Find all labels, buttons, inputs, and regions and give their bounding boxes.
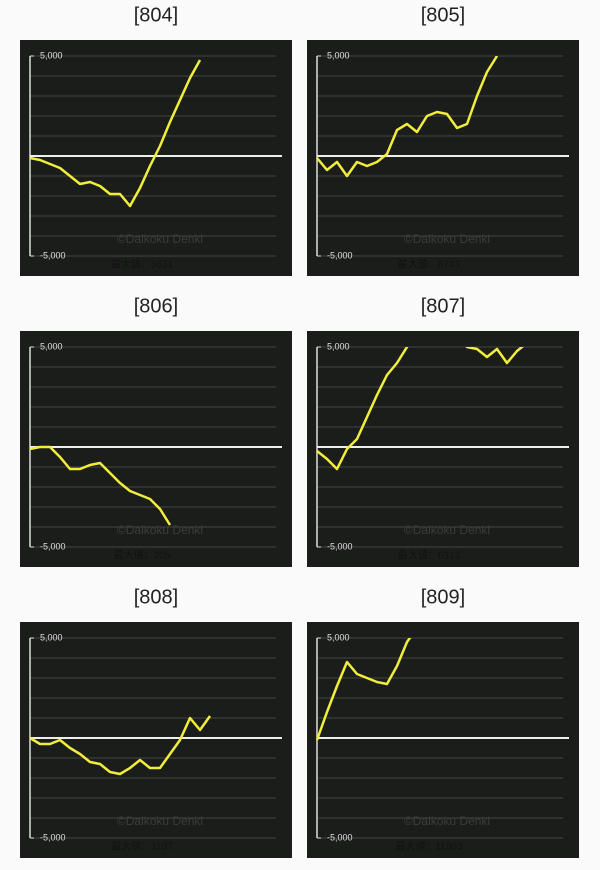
watermark: ©Daikoku Denki [117, 814, 203, 828]
chart-panel: [804] 5,000 -5,000 ©Daikoku Denki 最大値：6631 [20, 4, 292, 276]
chart-panel: [806] 5,000 -5,000 ©Daikoku Denki 最大値：205 [20, 295, 292, 567]
chart-title: [805] [421, 4, 465, 26]
max-label: 最大値：6312 [398, 549, 461, 562]
data-line [29, 715, 212, 776]
plot-background [307, 40, 579, 276]
chart-title: [804] [134, 4, 178, 26]
max-label: 最大値：11903 [395, 840, 463, 853]
watermark: ©Daikoku Denki [404, 523, 490, 537]
chart-title: [809] [421, 586, 465, 608]
max-label: 最大値：1107 [111, 840, 173, 853]
plot-background [20, 40, 292, 276]
watermark: ©Daikoku Denki [404, 814, 490, 828]
y-tick-label: -5,000 [327, 832, 353, 842]
plot-background [307, 331, 579, 567]
chart-title: [808] [134, 586, 178, 608]
y-tick-label: -5,000 [327, 541, 353, 551]
data-line [29, 445, 172, 526]
max-label: 最大値：6631 [111, 258, 174, 271]
data-line [316, 56, 499, 178]
y-tick-label: 5,000 [40, 632, 63, 642]
chart-panel: [807] 5,000 -5,000 ©Daikoku Denki 最大値：6312 [307, 295, 579, 567]
plot-background [20, 331, 292, 567]
plot-background [20, 622, 292, 858]
plot-background [307, 622, 579, 858]
data-line [29, 59, 202, 208]
chart-panel: [809] 5,000 -5,000 ©Daikoku Denki 最大値：11903 [307, 586, 579, 858]
y-tick-label: 5,000 [327, 632, 350, 642]
y-tick-label: -5,000 [40, 250, 66, 260]
data-line [315, 638, 412, 741]
chart-panel: [805] 5,000 -5,000 ©Daikoku Denki 最大値：8743 [307, 4, 579, 276]
chart-title: [806] [134, 295, 178, 317]
y-tick-label: 5,000 [40, 50, 63, 60]
y-tick-label: -5,000 [327, 250, 353, 260]
y-tick-label: -5,000 [40, 541, 66, 551]
y-tick-label: 5,000 [327, 341, 350, 351]
watermark: ©Daikoku Denki [404, 232, 490, 246]
max-label: 最大値：205 [114, 549, 171, 562]
chart-title: [807] [421, 295, 465, 317]
y-tick-label: 5,000 [40, 341, 63, 351]
chart-panel: [808] 5,000 -5,000 ©Daikoku Denki 最大値：1107 [20, 586, 292, 858]
watermark: ©Daikoku Denki [117, 523, 203, 537]
y-tick-label: 5,000 [327, 50, 350, 60]
data-line [316, 347, 525, 471]
max-label: 最大値：8743 [398, 258, 461, 271]
y-tick-label: -5,000 [40, 832, 66, 842]
watermark: ©Daikoku Denki [117, 232, 203, 246]
